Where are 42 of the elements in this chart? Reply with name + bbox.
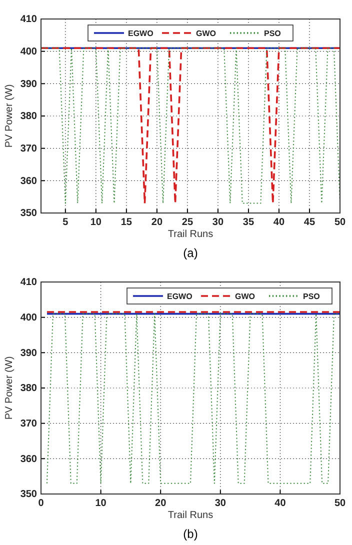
x-tick-label: 35 [242, 217, 254, 228]
y-tick-label: 400 [20, 312, 38, 324]
legend-label: EGWO [128, 29, 154, 38]
x-tick-label: 25 [182, 217, 194, 228]
x-axis-title: Trail Runs [168, 510, 214, 521]
y-tick-label: 400 [20, 46, 38, 58]
x-tick-label: 30 [212, 217, 224, 228]
x-tick-label: 10 [90, 217, 102, 228]
x-tick-label: 15 [120, 217, 132, 228]
x-tick-label: 30 [214, 498, 226, 510]
x-tick-label: 50 [334, 217, 346, 228]
y-tick-label: 350 [20, 208, 38, 220]
x-tick-label: 20 [155, 498, 167, 510]
y-tick-label: 410 [20, 14, 38, 26]
y-tick-label: 380 [20, 383, 38, 394]
x-axis-title: Trail Runs [168, 229, 214, 240]
x-tick-label: 0 [38, 498, 44, 510]
y-tick-label: 410 [20, 277, 38, 288]
legend-label: GWO [196, 29, 216, 38]
y-tick-label: 360 [20, 176, 38, 187]
text: (a) [183, 246, 198, 260]
y-tick-label: 380 [20, 111, 38, 122]
y-axis-title: PV Power (W) [4, 356, 15, 420]
y-tick-label: 370 [20, 418, 38, 430]
legend-label: PSO [264, 29, 281, 38]
legend-label: GWO [235, 292, 255, 301]
x-tick-label: 45 [304, 217, 316, 228]
x-tick-label: 10 [95, 498, 107, 510]
y-tick-label: 370 [20, 144, 38, 155]
y-tick-label: 360 [20, 454, 38, 465]
x-tick-label: 5 [62, 217, 69, 228]
text: (b) [183, 527, 198, 541]
y-tick-label: 390 [20, 348, 38, 359]
y-axis-title: PV Power (W) [4, 84, 15, 148]
legend-label: EGWO [167, 292, 192, 301]
legend-label: PSO [303, 292, 320, 301]
y-tick-label: 390 [20, 78, 38, 90]
x-tick-label: 50 [334, 498, 346, 510]
x-tick-label: 40 [274, 498, 286, 510]
x-tick-label: 20 [151, 217, 163, 228]
y-tick-label: 350 [20, 489, 38, 500]
x-tick-label: 40 [273, 217, 285, 228]
